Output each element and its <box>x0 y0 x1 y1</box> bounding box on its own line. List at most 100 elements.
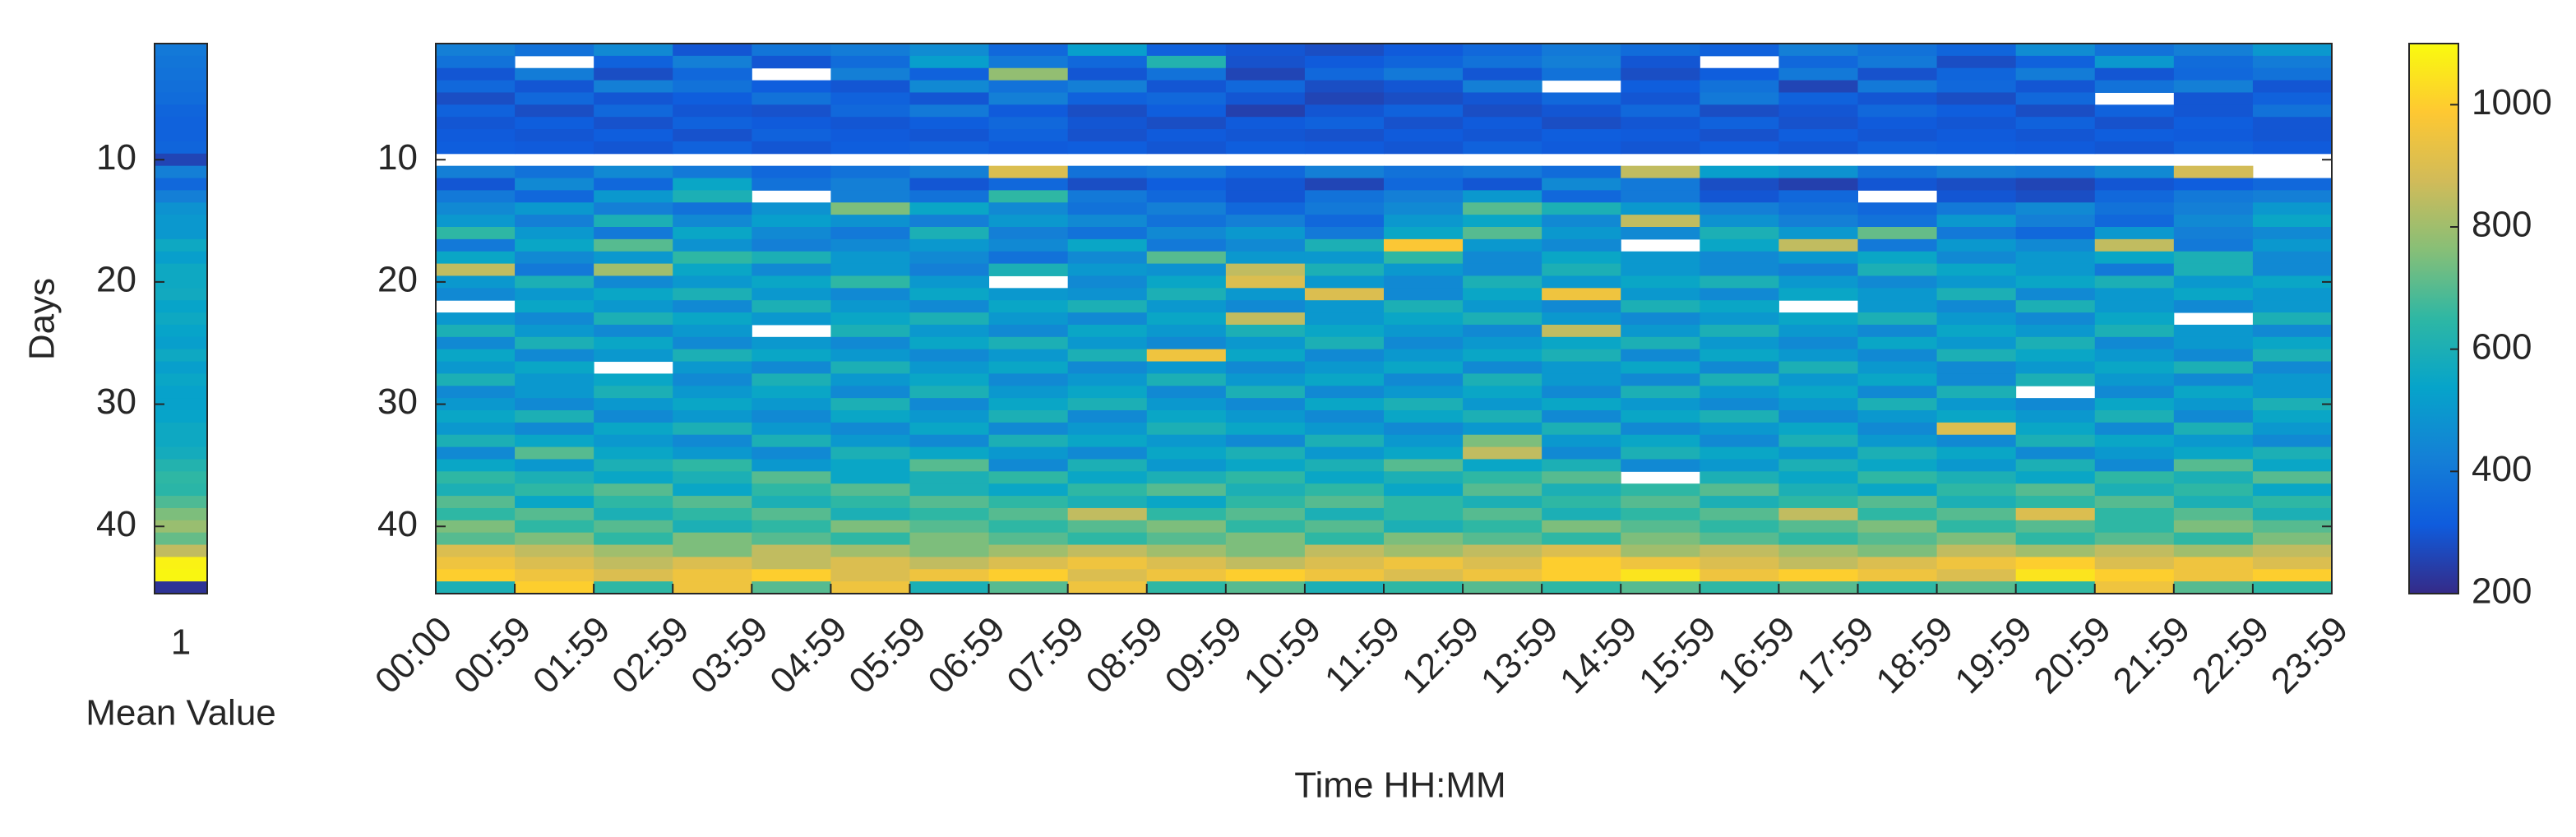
heatmap-cell <box>909 178 990 191</box>
heatmap-cell <box>1304 129 1385 142</box>
heatmap-cell <box>830 44 910 57</box>
heatmap-cell <box>830 398 910 411</box>
heatmap-cell <box>155 373 207 386</box>
heatmap-cell <box>1463 178 1542 191</box>
heatmap-cell <box>1463 300 1542 313</box>
heatmap-cell <box>1384 251 1464 265</box>
heatmap-cell <box>1936 446 2017 460</box>
heatmap-cell <box>1936 275 2017 289</box>
heatmap-cell <box>2015 422 2096 436</box>
heatmap-cell <box>1936 300 2017 313</box>
colorbar-tick-label: 800 <box>2472 205 2532 245</box>
heatmap-cell <box>436 251 516 265</box>
y-axis-label: Days <box>22 278 62 360</box>
heatmap-cell <box>1225 190 1306 203</box>
heatmap-cell <box>1304 544 1385 557</box>
heatmap-cell <box>673 581 752 594</box>
heatmap-cell <box>2015 361 2096 374</box>
x-tick-label: 00:59 <box>446 609 539 702</box>
heatmap-cell <box>1621 92 1700 105</box>
heatmap-cell <box>1146 55 1227 69</box>
heatmap-cell <box>988 215 1069 228</box>
heatmap-cell <box>1304 361 1385 374</box>
heatmap-cell <box>1225 557 1306 570</box>
heatmap-cell <box>1304 67 1385 81</box>
heatmap-cell <box>1304 422 1385 436</box>
heatmap-cell <box>1146 581 1227 594</box>
heatmap-cell <box>594 557 673 570</box>
heatmap-cell <box>830 117 910 130</box>
heatmap-cell <box>2094 569 2175 582</box>
heatmap-cell <box>1384 129 1464 142</box>
heatmap-cell <box>1067 569 1148 582</box>
heatmap-cell <box>830 544 910 557</box>
heatmap-cell <box>909 300 990 313</box>
heatmap-cell <box>1067 496 1148 509</box>
heatmap-cell <box>830 459 910 472</box>
heatmap-cell <box>1384 459 1464 472</box>
heatmap-cell <box>1384 202 1464 215</box>
heatmap-cell <box>988 227 1069 240</box>
heatmap-cell <box>909 361 990 374</box>
heatmap-cell <box>1857 483 1938 497</box>
heatmap-cell <box>1542 422 1621 436</box>
heatmap-cell <box>155 581 207 594</box>
heatmap-cell <box>1384 288 1464 301</box>
heatmap-cell <box>436 275 516 289</box>
heatmap-cell <box>515 324 594 338</box>
heatmap-cell <box>1700 434 1779 448</box>
heatmap-cell <box>2015 349 2096 363</box>
y-tick-label: 40 <box>377 504 418 544</box>
x-tick-label: 03:59 <box>683 609 776 702</box>
heatmap-cell <box>1304 251 1385 265</box>
heatmap-cell <box>752 446 831 460</box>
heatmap-cell <box>909 386 990 399</box>
heatmap-cell <box>1463 349 1542 363</box>
heatmap-cell <box>1463 117 1542 130</box>
heatmap-cell <box>830 275 910 289</box>
heatmap-cell <box>1067 288 1148 301</box>
heatmap-cell <box>1542 361 1621 374</box>
heatmap-cell <box>1621 300 1700 313</box>
heatmap-cell <box>1542 288 1621 301</box>
heatmap-cell <box>436 520 516 534</box>
heatmap-cell <box>1621 544 1700 557</box>
heatmap-cell <box>155 483 207 497</box>
heatmap-cell <box>909 336 990 350</box>
heatmap-cell <box>752 92 831 105</box>
heatmap-cell <box>1542 67 1621 81</box>
heatmap-cell <box>909 202 990 215</box>
heatmap-cell <box>1225 544 1306 557</box>
heatmap-cell <box>1857 496 1938 509</box>
heatmap-cell <box>2252 532 2333 546</box>
heatmap-cell <box>436 459 516 472</box>
heatmap-cell <box>909 238 990 252</box>
heatmap-cell <box>1146 398 1227 411</box>
heatmap-cell <box>909 324 990 338</box>
heatmap-cell <box>155 288 207 301</box>
heatmap-cell <box>909 312 990 326</box>
heatmap-cell <box>515 581 594 594</box>
heatmap-cell <box>594 55 673 69</box>
heatmap-cell <box>1857 324 1938 338</box>
heatmap-cell <box>436 67 516 81</box>
heatmap-cell <box>1067 557 1148 570</box>
heatmap-cell <box>752 312 831 326</box>
heatmap-cell <box>752 361 831 374</box>
heatmap-cell <box>1778 446 1858 460</box>
heatmap-cell <box>1384 165 1464 179</box>
heatmap-cell <box>988 178 1069 191</box>
heatmap-cell <box>1936 141 2017 155</box>
heatmap-cell <box>1384 275 1464 289</box>
heatmap-cell <box>1936 263 2017 276</box>
heatmap-cell <box>1778 44 1858 57</box>
heatmap-cell <box>2252 434 2333 448</box>
heatmap-cell <box>830 312 910 326</box>
heatmap-cell <box>1225 117 1306 130</box>
heatmap-cell <box>2173 55 2254 69</box>
heatmap-cell <box>1542 129 1621 142</box>
heatmap-cell <box>1936 496 2017 509</box>
heatmap-cell <box>594 263 673 276</box>
heatmap-cell <box>1146 117 1227 130</box>
heatmap-cell <box>988 398 1069 411</box>
